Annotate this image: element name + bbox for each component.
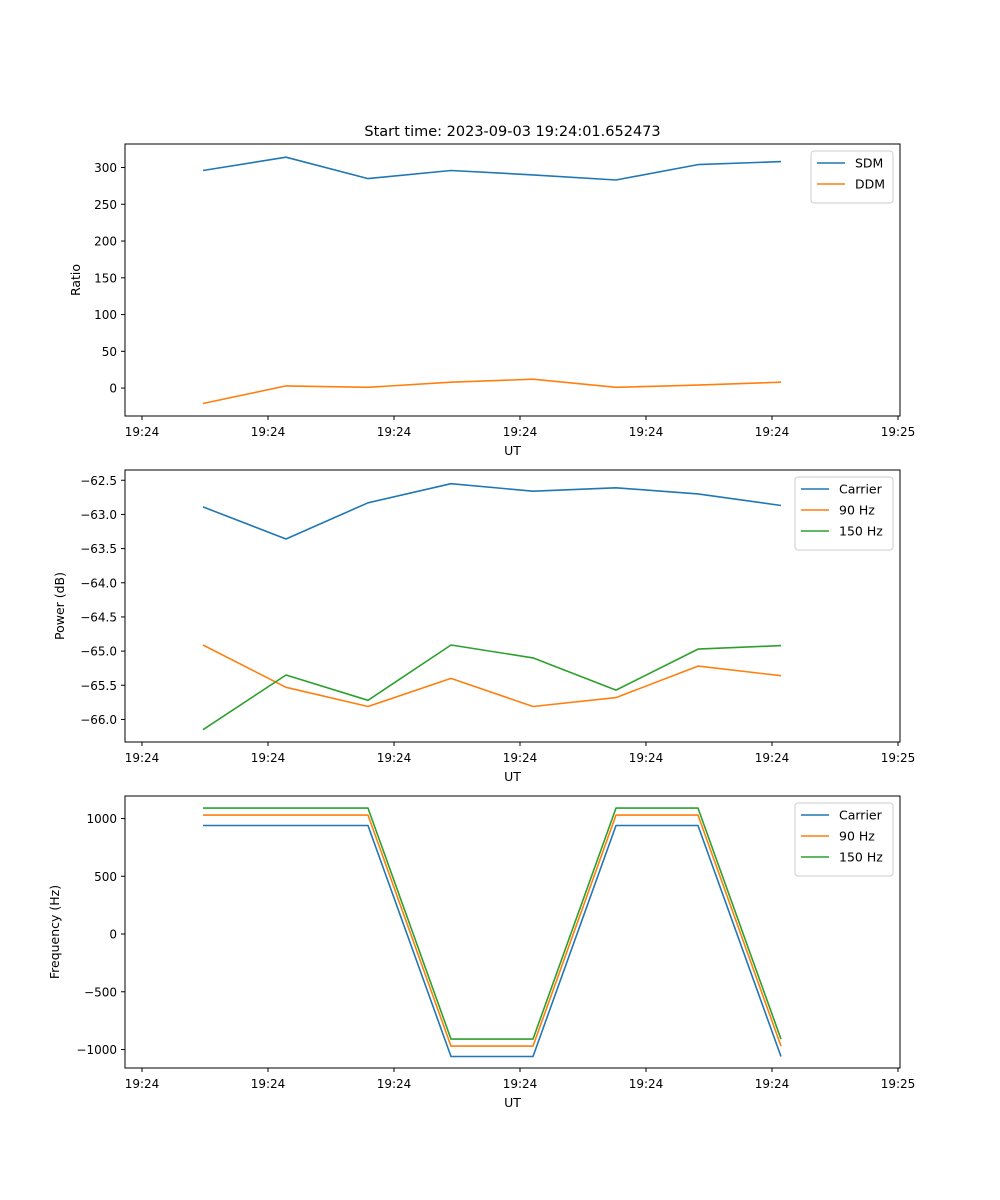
x-tick-label: 19:25 — [881, 751, 916, 765]
x-tick-label: 19:24 — [251, 1077, 286, 1091]
legend-label: 150 Hz — [839, 524, 883, 539]
series-line-150-hz — [202, 644, 782, 731]
x-tick-label: 19:24 — [629, 425, 664, 439]
y-tick-label: 300 — [94, 161, 117, 175]
series-line-ddm — [202, 378, 782, 405]
x-tick-label: 19:24 — [125, 751, 160, 765]
x-tick-label: 19:24 — [125, 425, 160, 439]
x-tick-label: 19:24 — [377, 751, 412, 765]
x-tick-label: 19:24 — [755, 425, 790, 439]
x-tick-label: 19:24 — [629, 1077, 664, 1091]
legend-label: SDM — [855, 156, 883, 171]
x-axis-label: UT — [504, 443, 521, 458]
legend: Carrier 90 Hz 150 Hz — [794, 802, 894, 877]
y-tick-label: 150 — [94, 271, 117, 285]
x-tick-label: 19:24 — [251, 751, 286, 765]
legend-label: 90 Hz — [839, 503, 875, 518]
x-axis-label: UT — [504, 769, 521, 784]
power-panel: 19:24 19:24 19:24 19:24 19:24 19:24 19:25 UT −66… — [52, 469, 916, 784]
frequency-panel: 19:24 19:24 19:24 19:24 19:24 19:24 19:25 UT −10… — [47, 795, 916, 1110]
y-tick-label: 500 — [94, 870, 117, 884]
x-tick-label: 19:24 — [755, 1077, 790, 1091]
series-line-carrier — [202, 482, 782, 540]
x-tick-label: 19:24 — [503, 425, 538, 439]
x-tick-label: 19:24 — [377, 1077, 412, 1091]
figure-title: Start time: 2023-09-03 19:24:01.652473 — [364, 124, 660, 140]
series-line-sdm — [202, 156, 782, 181]
y-tick-label: 0 — [109, 928, 117, 942]
plot-frame — [124, 143, 901, 417]
x-tick-label: 19:24 — [503, 751, 538, 765]
y-axis-label: Frequency (Hz) — [47, 885, 62, 979]
y-tick-label: −63.0 — [80, 508, 117, 522]
y-tick-label: −62.5 — [80, 474, 117, 488]
x-tick-label: 19:24 — [503, 1077, 538, 1091]
ratio-panel: 19:24 19:24 19:24 19:24 19:24 19:24 19:25 UT 0 50… — [68, 143, 916, 458]
y-tick-label: −64.0 — [80, 576, 117, 590]
y-tick-label: 50 — [102, 345, 117, 359]
series-line-90-hz — [202, 644, 782, 708]
x-tick-label: 19:24 — [755, 751, 790, 765]
legend: SDM DDM — [810, 150, 894, 204]
y-tick-label: 1000 — [86, 812, 117, 826]
legend-label: Carrier — [839, 808, 883, 823]
x-tick-label: 19:24 — [377, 425, 412, 439]
y-tick-label: 200 — [94, 235, 117, 249]
series-line-150-hz — [203, 807, 782, 1040]
y-tick-label: −64.5 — [80, 610, 117, 624]
y-axis-label: Ratio — [68, 264, 83, 296]
legend-label: 150 Hz — [839, 850, 883, 865]
x-tick-label: 19:24 — [251, 425, 286, 439]
x-tick-label: 19:25 — [881, 425, 916, 439]
legend-label: Carrier — [839, 482, 883, 497]
plot-frame — [124, 795, 901, 1069]
y-tick-label: −65.0 — [80, 645, 117, 659]
x-tick-label: 19:24 — [629, 751, 664, 765]
y-tick-label: −63.5 — [80, 542, 117, 556]
x-tick-label: 19:24 — [125, 1077, 160, 1091]
legend-label: 90 Hz — [839, 829, 875, 844]
legend-label: DDM — [855, 177, 885, 192]
series-line-90-hz — [203, 814, 782, 1047]
y-tick-label: −1000 — [76, 1043, 117, 1057]
y-tick-label: −66.0 — [80, 713, 117, 727]
x-axis-label: UT — [504, 1095, 521, 1110]
plot-frame — [124, 469, 901, 743]
y-axis-label: Power (dB) — [52, 572, 67, 640]
y-tick-label: 250 — [94, 198, 117, 212]
x-tick-label: 19:25 — [881, 1077, 916, 1091]
legend: Carrier 90 Hz 150 Hz — [794, 476, 894, 551]
y-tick-label: −65.5 — [80, 679, 117, 693]
legend-box — [810, 150, 894, 204]
y-tick-label: 100 — [94, 308, 117, 322]
y-tick-label: −500 — [84, 985, 117, 999]
series-line-carrier — [203, 824, 782, 1058]
y-tick-label: 0 — [109, 382, 117, 396]
